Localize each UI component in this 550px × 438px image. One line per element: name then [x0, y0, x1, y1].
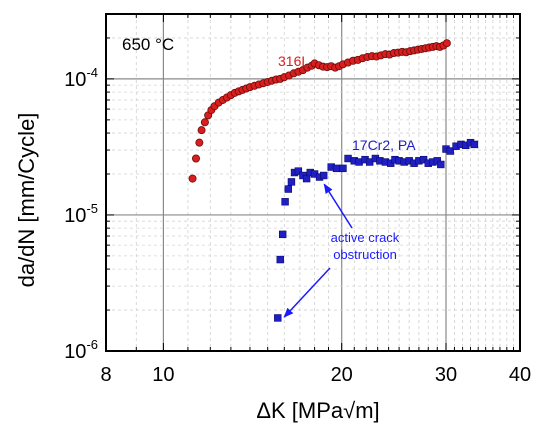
- y-tick-label: 10-6: [64, 337, 98, 363]
- data-point-17cr2: [294, 167, 303, 175]
- data-point-17cr2: [278, 230, 287, 239]
- data-point-17cr2: [437, 160, 445, 169]
- annotation-line-2: obstruction: [333, 247, 397, 262]
- data-point-17cr2: [281, 198, 289, 206]
- x-tick-label: 8: [100, 364, 111, 386]
- series-316l: [188, 39, 451, 183]
- y-axis-title: da/dN [mm/Cycle]: [14, 113, 39, 288]
- data-point-316l: [197, 126, 206, 135]
- series-label-316l: 316L: [278, 53, 309, 69]
- data-point-17cr2: [344, 154, 352, 163]
- grid-lines: [106, 14, 520, 351]
- data-point-17cr2: [274, 314, 282, 322]
- data-point-17cr2: [470, 140, 479, 149]
- data-point-17cr2: [276, 255, 284, 264]
- x-tick-labels: 8 10 20 30 40: [100, 364, 531, 386]
- data-point-17cr2: [287, 178, 296, 186]
- series-17cr2-pa: [274, 138, 479, 322]
- plot-frame: [105, 13, 521, 352]
- data-point-17cr2: [446, 147, 454, 155]
- data-point-316l: [191, 154, 200, 163]
- data-point-316l: [200, 118, 209, 127]
- y-tick-label: 10-4: [64, 65, 98, 91]
- x-tick-label: 30: [435, 364, 457, 386]
- x-tick-label: 40: [509, 364, 531, 386]
- data-point-17cr2: [332, 164, 341, 173]
- axis-ticks: [105, 14, 521, 352]
- x-tick-label: 10: [152, 364, 174, 386]
- annotation-arrow: [323, 183, 353, 229]
- data-point-17cr2: [284, 185, 292, 193]
- x-tick-label: 20: [331, 364, 353, 386]
- data-point-316l: [442, 39, 451, 48]
- data-point-17cr2: [320, 171, 328, 180]
- series-label-17cr2: 17Cr2, PA: [352, 137, 416, 153]
- temperature-label: 650 °C: [122, 35, 174, 54]
- y-tick-labels: 10-6 10-5 10-4: [64, 65, 98, 363]
- annotations: [283, 183, 353, 318]
- annotation-line-1: active crack: [331, 230, 400, 245]
- data-point-17cr2: [339, 164, 347, 173]
- y-tick-label: 10-5: [64, 201, 98, 227]
- x-axis-title: ΔK [MPa√m]: [256, 398, 379, 423]
- annotation-arrow: [283, 267, 331, 318]
- data-point-316l: [195, 138, 204, 147]
- data-point-316l: [188, 174, 197, 183]
